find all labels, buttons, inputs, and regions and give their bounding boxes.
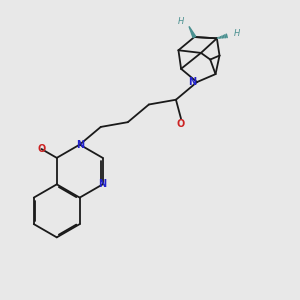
Text: O: O [37, 144, 46, 154]
Text: N: N [99, 179, 107, 189]
Text: N: N [188, 77, 196, 87]
Text: H: H [178, 17, 184, 26]
Text: H: H [234, 29, 240, 38]
Text: O: O [177, 118, 185, 129]
Polygon shape [189, 26, 196, 38]
Text: N: N [76, 140, 84, 150]
